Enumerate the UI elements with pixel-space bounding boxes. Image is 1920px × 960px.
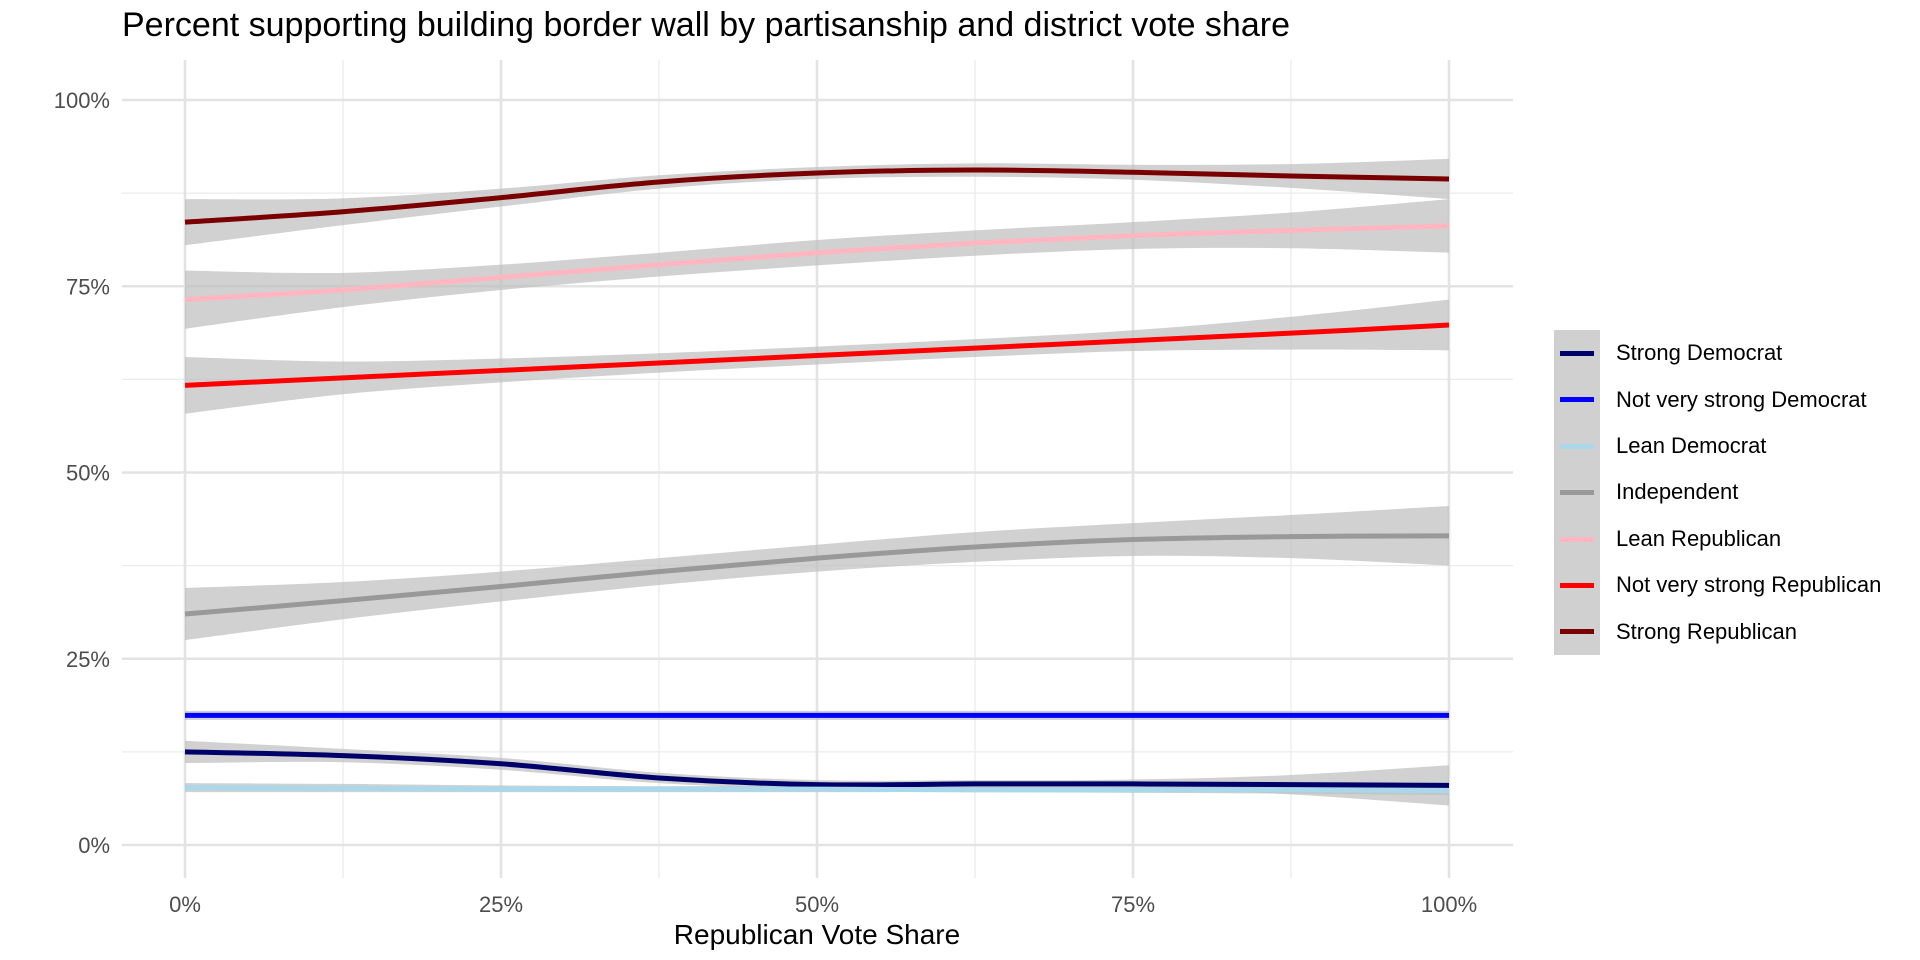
legend-key-line: [1560, 443, 1594, 449]
y-tick-label: 0%: [78, 833, 110, 858]
chart-title: Percent supporting building border wall …: [122, 6, 1290, 44]
legend-key-line: [1560, 351, 1594, 356]
legend-key: [1554, 469, 1600, 516]
series-line-6: [184, 167, 1450, 225]
legend-label: Strong Republican: [1616, 618, 1798, 644]
legend-key: [1554, 561, 1600, 609]
x-tick-label: 100%: [1421, 892, 1477, 917]
legend-item: Strong Republican: [1554, 608, 1881, 655]
series-line-4: [184, 223, 1450, 303]
x-tick-label: 75%: [1111, 892, 1155, 917]
x-tick-label: 0%: [169, 892, 201, 917]
legend-key-line: [1560, 490, 1594, 496]
legend-key-line: [1560, 582, 1594, 588]
series-line-5: [184, 322, 1450, 388]
legend-item: Lean Democrat: [1554, 422, 1881, 470]
grid-lines: [122, 60, 1513, 878]
series-line-3: [184, 533, 1450, 617]
legend-key: [1554, 515, 1600, 562]
legend-item: Strong Democrat: [1554, 330, 1881, 377]
legend-label: Lean Republican: [1616, 525, 1782, 551]
y-tick-label: 75%: [66, 274, 110, 299]
x-tick-label: 25%: [479, 892, 523, 917]
legend-item: Independent: [1554, 469, 1881, 516]
x-tick-label: 50%: [795, 892, 839, 917]
legend-label: Not very strong Republican: [1616, 572, 1882, 598]
legend-item: Not very strong Republican: [1554, 561, 1882, 609]
y-tick-label: 100%: [54, 88, 110, 113]
series-lines: [184, 167, 1450, 794]
legend-key: [1554, 608, 1600, 655]
y-tick-label: 50%: [66, 461, 110, 486]
x-axis-title: Republican Vote Share: [674, 919, 960, 950]
y-tick-label: 25%: [66, 647, 110, 672]
legend-key-line: [1560, 397, 1594, 403]
legend-key-line: [1560, 629, 1594, 635]
legend-item: Lean Republican: [1554, 515, 1881, 562]
legend-label: Strong Democrat: [1616, 340, 1783, 366]
series-line-2: [184, 785, 1450, 794]
tick-labels: 0% 25% 50% 75% 100% 0% 25% 50% 75% 100%: [54, 88, 1477, 917]
legend-key: [1554, 376, 1600, 423]
legend-key: [1554, 422, 1600, 470]
legend-key-line: [1560, 536, 1594, 542]
legend-key: [1554, 330, 1600, 377]
legend-label: Independent: [1616, 479, 1739, 505]
legend-label: Not very strong Democrat: [1616, 386, 1867, 412]
confidence-band-4: [185, 199, 1449, 329]
legend: Strong Democrat Not very strong Democrat L…: [1554, 330, 1881, 655]
series-line-0: [184, 749, 1450, 788]
legend-label: Lean Democrat: [1616, 432, 1767, 458]
legend-item: Not very strong Democrat: [1554, 376, 1881, 423]
